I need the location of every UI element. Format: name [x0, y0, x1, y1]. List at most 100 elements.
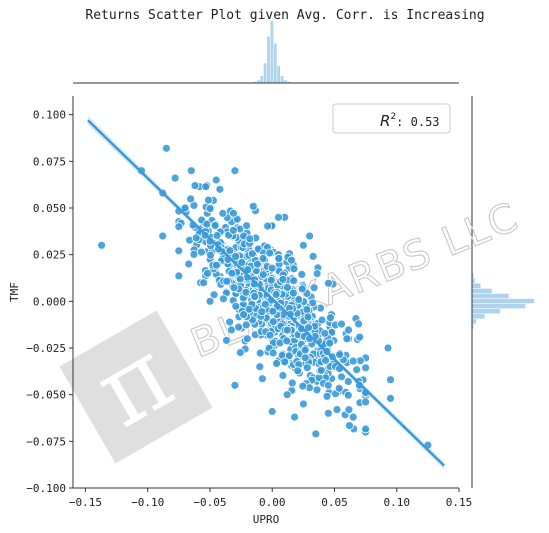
scatter-point	[97, 240, 106, 250]
scatter-point	[274, 212, 283, 222]
y-tick-label: 0.075	[33, 155, 66, 168]
scatter-point	[255, 362, 265, 372]
right-hist-bar	[472, 319, 477, 324]
r2-value: : 0.53	[396, 115, 439, 129]
y-tick-label: 0.100	[33, 109, 66, 122]
scatter-point	[229, 208, 238, 218]
scatter-point	[250, 291, 260, 301]
scatter-point	[203, 268, 212, 278]
scatter-point	[174, 222, 184, 232]
scatter-point	[229, 283, 239, 293]
scatter-points	[97, 143, 433, 450]
scatter-point	[239, 310, 249, 320]
scatter-point	[228, 225, 238, 235]
scatter-point	[201, 182, 211, 192]
scatter-point	[271, 290, 281, 299]
scatter-point	[287, 255, 296, 265]
scatter-point	[361, 424, 371, 434]
x-axis-label: UPRO	[253, 513, 280, 526]
scatter-point	[235, 348, 245, 358]
scatter-point	[161, 143, 171, 153]
scatter-point	[337, 372, 346, 382]
scatter-point	[237, 258, 247, 267]
scatter-point	[288, 288, 298, 298]
scatter-point	[311, 429, 321, 439]
scatter-point	[189, 249, 199, 259]
scatter-point	[278, 274, 288, 284]
scatter-point	[317, 315, 327, 325]
scatter-point	[322, 391, 332, 401]
scatter-point	[282, 390, 292, 400]
scatter-point	[274, 253, 284, 263]
scatter-point	[278, 371, 288, 380]
top-hist-bar	[277, 66, 281, 83]
r-squared-legend: R2: 0.53	[332, 103, 451, 134]
scatter-point	[206, 250, 215, 260]
scatter-point	[226, 325, 236, 335]
scatter-point	[325, 338, 335, 348]
chart-title: Returns Scatter Plot given Avg. Corr. is…	[85, 8, 484, 23]
scatter-point	[303, 312, 313, 322]
x-tick-label: −0.10	[131, 496, 164, 509]
scatter-point	[298, 240, 308, 250]
scatter-point	[255, 348, 265, 358]
scatter-point	[298, 399, 308, 409]
right-hist-bar	[472, 278, 475, 283]
scatter-point	[304, 323, 313, 333]
scatter-point	[218, 208, 228, 218]
scatter-point	[344, 325, 353, 335]
top-hist-bar	[287, 81, 291, 83]
scatter-point	[245, 234, 255, 244]
top-hist-bar	[280, 76, 284, 83]
scatter-point	[323, 408, 333, 418]
scatter-point	[205, 296, 215, 306]
y-axis-label: TMF	[8, 282, 21, 302]
scatter-point	[248, 201, 258, 211]
scatter-point	[174, 246, 184, 256]
legend-text: R2: 0.53	[380, 112, 440, 130]
scatter-point	[209, 290, 219, 300]
scatter-point	[337, 319, 346, 329]
scatter-point	[348, 356, 358, 366]
scatter-point	[297, 284, 307, 294]
y-tick-label: 0.050	[33, 202, 66, 215]
scatter-point	[294, 295, 304, 305]
scatter-point	[158, 231, 168, 241]
right-marginal-histogram	[472, 273, 534, 329]
scatter-point	[225, 246, 235, 256]
scatter-point	[180, 203, 190, 213]
scatter-point	[343, 377, 353, 386]
scatter-point	[312, 269, 322, 279]
scatter-point	[241, 320, 251, 330]
scatter-point	[222, 276, 232, 286]
scatter-point	[231, 251, 241, 261]
scatter-point	[355, 332, 365, 342]
top-marginal-histogram	[253, 21, 291, 83]
scatter-point	[268, 348, 278, 358]
right-hist-bar	[472, 283, 481, 288]
scatter-point	[325, 313, 335, 323]
scatter-point	[386, 393, 395, 403]
regression-line	[87, 119, 445, 467]
scatter-point	[323, 278, 333, 288]
scatter-point	[332, 405, 342, 415]
scatter-point	[335, 350, 345, 360]
scatter-point	[218, 294, 228, 304]
scatter-point	[225, 317, 235, 327]
scatter-point	[210, 221, 220, 231]
scatter-point	[190, 181, 200, 191]
scatter-point	[334, 383, 344, 393]
scatter-point	[282, 283, 292, 292]
scatter-point	[267, 407, 277, 416]
right-hist-bar	[472, 298, 534, 304]
scatter-point	[272, 359, 281, 368]
top-hist-bar	[284, 80, 287, 83]
scatter-point	[354, 319, 364, 329]
x-tick-label: −0.15	[69, 496, 102, 509]
scatter-point	[300, 353, 310, 363]
right-hist-bar	[472, 303, 526, 309]
scatter-point	[268, 306, 278, 316]
scatter-point	[361, 397, 371, 407]
scatter-point	[202, 219, 212, 229]
